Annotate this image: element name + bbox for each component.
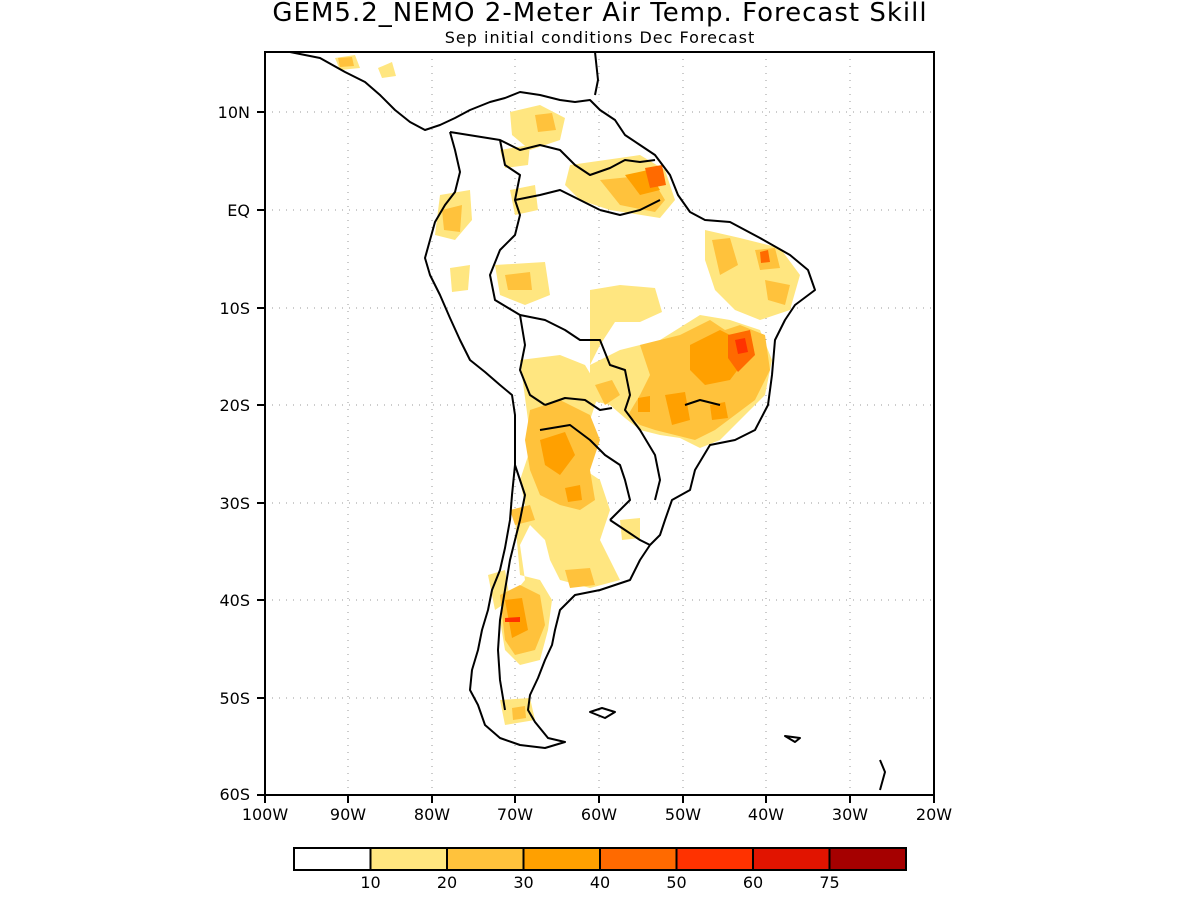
lon-label: 100W <box>242 805 289 824</box>
colorbar-label: 75 <box>819 873 839 892</box>
lon-label: 60W <box>581 805 617 824</box>
lat-label: 40S <box>219 591 250 610</box>
lon-label: 30W <box>832 805 868 824</box>
lon-labels: 100W 90W 80W 70W 60W 50W 40W 30W 20W <box>242 805 952 824</box>
colorbar-swatch <box>369 847 448 871</box>
lon-label: 70W <box>497 805 533 824</box>
colorbar-label: 50 <box>666 873 686 892</box>
colorbar-label: 10 <box>360 873 380 892</box>
lat-label: 30S <box>219 494 250 513</box>
lat-label: EQ <box>227 201 250 220</box>
colorbar-swatch <box>446 847 525 871</box>
lon-label: 20W <box>916 805 952 824</box>
lon-label: 80W <box>414 805 450 824</box>
colorbar: 10 20 30 40 50 60 75 <box>293 847 907 892</box>
skill-shading <box>335 55 800 725</box>
colorbar-swatch <box>675 847 754 871</box>
colorbar-label: 60 <box>743 873 763 892</box>
colorbar-label: 20 <box>437 873 457 892</box>
colorbar-swatch <box>752 847 831 871</box>
lat-label: 10S <box>219 299 250 318</box>
colorbar-swatch <box>522 847 601 871</box>
colorbar-swatch <box>599 847 678 871</box>
colorbar-swatch <box>828 847 907 871</box>
map-title: GEM5.2_NEMO 2-Meter Air Temp. Forecast S… <box>272 0 928 28</box>
lat-label: 20S <box>219 396 250 415</box>
lon-label: 40W <box>748 805 784 824</box>
tick-marks <box>257 111 935 803</box>
map-subtitle: Sep initial conditions Dec Forecast <box>444 28 756 47</box>
colorbar-label: 30 <box>513 873 533 892</box>
lat-label: 10N <box>218 103 250 122</box>
colorbar-swatch <box>293 847 372 871</box>
lon-label: 50W <box>665 805 701 824</box>
lon-label: 90W <box>330 805 366 824</box>
colorbar-label: 40 <box>590 873 610 892</box>
lat-label: 50S <box>219 689 250 708</box>
lat-label: 60S <box>219 785 250 804</box>
coastlines-borders <box>289 52 886 791</box>
lat-labels: 10N EQ 10S 20S 30S 40S 50S 60S <box>218 103 250 804</box>
